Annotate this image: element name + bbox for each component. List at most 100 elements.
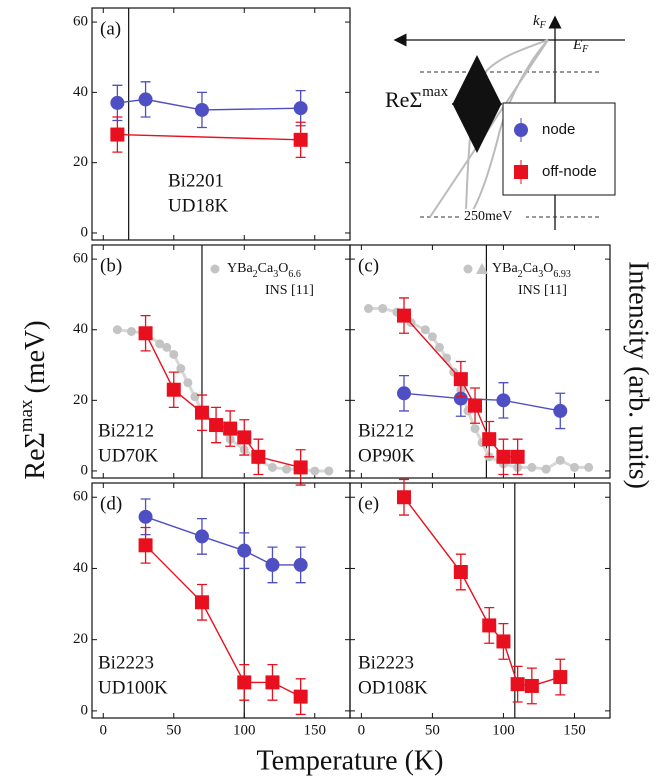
dot-marker bbox=[162, 342, 172, 352]
legend-box bbox=[502, 102, 616, 196]
square-marker bbox=[496, 634, 511, 649]
circle-marker bbox=[553, 403, 568, 418]
circle-marker bbox=[138, 92, 153, 107]
sample-name: Bi2201 bbox=[168, 170, 224, 191]
dot-marker bbox=[569, 462, 579, 472]
dot-marker bbox=[541, 464, 551, 474]
panel: 0 20 40 60 (b) Bi2212 UD70K YBa2Ca3O6.6 INS [11] bbox=[73, 244, 351, 486]
square-marker bbox=[251, 449, 266, 464]
dot-marker bbox=[435, 342, 445, 352]
y-tick-label: 40 bbox=[73, 560, 88, 576]
square-marker bbox=[453, 372, 468, 387]
circle-marker bbox=[237, 543, 252, 558]
triangle-marker bbox=[476, 263, 488, 274]
square-marker bbox=[237, 430, 252, 445]
y2-axis-label: Intensity (arb. units) bbox=[623, 261, 654, 489]
x-tick-label: 150 bbox=[563, 722, 586, 738]
dot-marker bbox=[463, 264, 473, 274]
dot-marker bbox=[427, 332, 437, 342]
square-marker bbox=[223, 421, 238, 436]
square-marker bbox=[293, 460, 308, 475]
circle-marker bbox=[194, 529, 209, 544]
square-marker bbox=[510, 677, 525, 692]
dot-marker bbox=[176, 364, 186, 374]
legend-label: node bbox=[542, 121, 575, 138]
y-tick-label: 20 bbox=[73, 154, 88, 170]
y-unit: (meV) bbox=[20, 320, 51, 393]
series-line bbox=[403, 496, 561, 687]
circle-marker bbox=[265, 557, 280, 572]
y-tick-label: 0 bbox=[81, 702, 89, 718]
square-marker bbox=[396, 308, 411, 323]
square-marker bbox=[482, 432, 497, 447]
square-marker bbox=[265, 675, 280, 690]
ef-label: EF bbox=[572, 37, 589, 55]
x-tick-label: 0 bbox=[100, 722, 108, 738]
dot-marker bbox=[470, 424, 480, 434]
inset-label: ReΣmax bbox=[385, 84, 449, 112]
depth-label: 250meV bbox=[464, 209, 512, 224]
sample-doping: UD18K bbox=[168, 195, 228, 216]
series-line bbox=[117, 98, 301, 111]
dot-marker bbox=[282, 464, 292, 474]
e-sub: F bbox=[581, 44, 589, 55]
y-tick-label: 0 bbox=[81, 462, 89, 478]
dot-marker bbox=[584, 462, 594, 472]
legend-label: YBa2Ca3O6.93 bbox=[492, 261, 571, 280]
x-tick-label: 150 bbox=[304, 722, 327, 738]
circle-marker bbox=[293, 101, 308, 116]
panel-label: (b) bbox=[100, 255, 122, 276]
y-text: ReΣ bbox=[20, 432, 51, 479]
k-sub: F bbox=[539, 20, 547, 31]
dot-marker bbox=[363, 304, 373, 314]
label-bg bbox=[462, 209, 526, 225]
circle-marker bbox=[194, 102, 209, 117]
dot-marker bbox=[112, 325, 122, 335]
panel-label: (a) bbox=[100, 18, 121, 39]
panel-label: (c) bbox=[358, 255, 379, 276]
y-tick-label: 0 bbox=[81, 224, 89, 240]
x-tick-label: 0 bbox=[358, 722, 366, 738]
square-marker bbox=[553, 670, 568, 685]
square-marker bbox=[510, 449, 525, 464]
square-marker bbox=[194, 405, 209, 420]
kf-label: kF bbox=[533, 13, 547, 31]
panel-frame bbox=[349, 244, 611, 479]
square-marker bbox=[482, 618, 497, 633]
k: k bbox=[533, 13, 540, 29]
sample-name: Bi2223 bbox=[98, 652, 154, 673]
sample-name: Bi2223 bbox=[358, 652, 414, 673]
dot-marker bbox=[310, 466, 320, 476]
dot-marker bbox=[378, 304, 388, 314]
y-axis-label: ReΣmax (meV) bbox=[16, 320, 51, 479]
square-marker bbox=[468, 398, 483, 413]
legend-label: YBa2Ca3O6.6 bbox=[227, 261, 301, 280]
sample-name: Bi2212 bbox=[98, 420, 154, 441]
series-line bbox=[145, 516, 301, 566]
panel-frame bbox=[91, 7, 351, 241]
x-tick-label: 50 bbox=[166, 722, 181, 738]
dot-marker bbox=[527, 462, 537, 472]
panel: 0 50 100 150 0 20 40 60 (d) Bi2223 UD100K bbox=[73, 482, 351, 738]
square-marker bbox=[293, 689, 308, 704]
legend-note: INS [11] bbox=[518, 283, 567, 298]
y-tick-label: 60 bbox=[73, 251, 88, 267]
y-tick-label: 40 bbox=[73, 84, 88, 100]
sample-doping: OD108K bbox=[358, 677, 428, 698]
max: max bbox=[422, 84, 448, 100]
square-marker bbox=[496, 449, 511, 464]
sample-name: Bi2212 bbox=[358, 420, 414, 441]
dot-marker bbox=[555, 455, 565, 465]
panel: 0 20 40 60 (a) Bi2201 UD18K bbox=[73, 7, 351, 241]
dot-marker bbox=[169, 349, 179, 359]
square-marker bbox=[194, 595, 209, 610]
circle-marker bbox=[138, 509, 153, 524]
series-line bbox=[144, 332, 301, 469]
x-tick-label: 50 bbox=[425, 722, 440, 738]
e: E bbox=[572, 37, 582, 53]
square-marker bbox=[209, 418, 224, 433]
circle-marker bbox=[396, 386, 411, 401]
dot-marker bbox=[190, 392, 200, 402]
circle-marker bbox=[110, 95, 125, 110]
